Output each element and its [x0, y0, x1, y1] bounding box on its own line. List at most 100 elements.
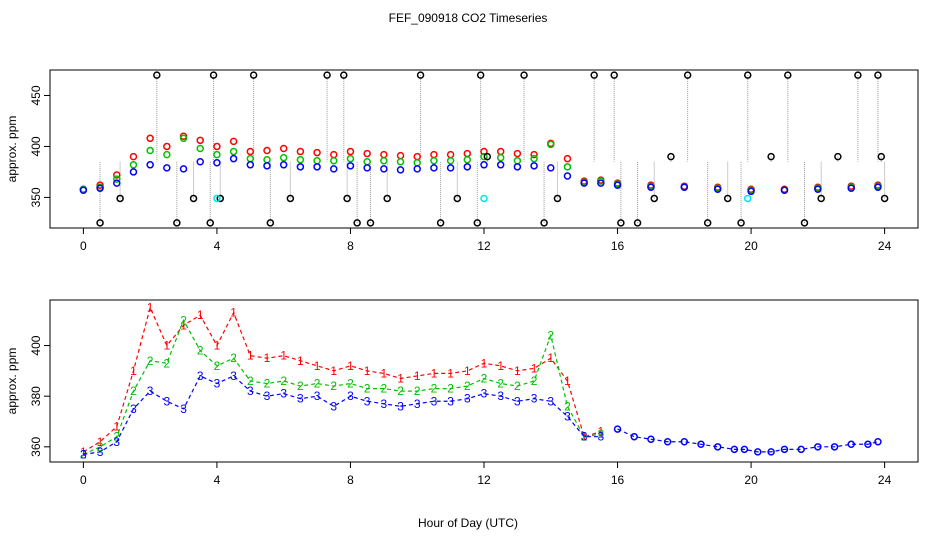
level1-point — [113, 171, 121, 179]
outlier-point — [880, 194, 889, 203]
level2-point: 2 — [497, 377, 504, 391]
level3-point: 3 — [547, 394, 554, 408]
level3-point: 3 — [80, 447, 87, 461]
level2-point — [313, 156, 321, 165]
y-tick-label: 450 — [29, 85, 43, 105]
merged-point — [874, 438, 882, 446]
merged-point — [647, 435, 655, 443]
level3-point — [814, 185, 822, 194]
bottom-panel: approx. ppm 0 4 8 12 16 20 2436038040011111111… — [5, 299, 919, 487]
level2-point: 2 — [581, 430, 588, 444]
level1-point: 1 — [347, 359, 354, 373]
outlier-point — [416, 71, 425, 79]
level1-point: 1 — [113, 420, 120, 434]
outlier-point — [520, 71, 528, 79]
level3-point — [513, 163, 522, 171]
outlier-point — [703, 219, 712, 227]
level3-point — [279, 161, 288, 169]
level2-point: 2 — [147, 354, 154, 368]
level1-point — [146, 134, 154, 143]
top-y-axis-label: approx. ppm — [5, 116, 19, 183]
level2-point — [229, 147, 238, 156]
level1-point: 1 — [214, 339, 221, 353]
level2-point: 2 — [347, 377, 354, 391]
level1-point — [480, 147, 488, 156]
level3-point — [330, 165, 338, 173]
level3-point — [346, 162, 355, 170]
level1-point: 1 — [264, 351, 271, 365]
outlier-point — [153, 71, 161, 79]
level2-point: 2 — [414, 384, 421, 398]
level2-point — [363, 157, 371, 166]
level3-point: 3 — [481, 387, 488, 401]
level1-point — [163, 142, 171, 151]
outlier-point — [323, 71, 331, 79]
level1-point: 1 — [230, 306, 237, 320]
x-tick-label: 12 — [477, 473, 491, 487]
level2-point: 2 — [397, 384, 404, 398]
level2-point — [480, 152, 488, 161]
level1-point: 1 — [598, 425, 605, 439]
level3-point: 3 — [347, 389, 354, 403]
level3-point: 3 — [497, 389, 504, 403]
level1-point: 1 — [547, 351, 554, 365]
outlier-point — [286, 194, 295, 203]
outlier-point — [216, 194, 225, 203]
level1-point — [446, 150, 455, 159]
x-tick-label: 0 — [80, 473, 87, 487]
outlier-point — [540, 219, 548, 227]
level2-point: 2 — [97, 440, 104, 454]
merged-point — [613, 425, 622, 433]
outlier-point — [683, 71, 692, 79]
level1-point: 1 — [581, 430, 588, 444]
level3-point: 3 — [397, 399, 404, 413]
level1-point — [313, 148, 321, 157]
level3-point: 3 — [264, 389, 271, 403]
level3-point: 3 — [113, 435, 120, 449]
level3-point: 3 — [280, 387, 287, 401]
level2-point — [196, 144, 204, 153]
level2-point: 2 — [481, 371, 488, 385]
level3-point — [79, 186, 88, 195]
level3-point — [113, 179, 121, 187]
level1-point — [296, 147, 305, 156]
level3-point — [196, 157, 204, 166]
flag-point — [480, 194, 488, 203]
level2-point — [547, 140, 555, 149]
level2-point — [563, 163, 572, 171]
outlier-point — [206, 219, 214, 227]
level2-point: 2 — [197, 344, 204, 358]
outlier-point — [877, 152, 886, 161]
level1-point: 1 — [497, 359, 504, 373]
level3-point: 3 — [330, 399, 337, 413]
merged-point — [697, 440, 705, 449]
level1-point: 1 — [80, 445, 87, 459]
level1-point — [413, 152, 421, 161]
level3-point: 3 — [581, 430, 588, 444]
level3-point — [313, 163, 321, 171]
outlier-point — [383, 194, 391, 203]
level1-point: 1 — [97, 435, 104, 449]
x-tick-label: 8 — [347, 239, 354, 253]
level3-point: 3 — [180, 402, 187, 416]
outlier-point — [817, 194, 825, 203]
level2-point: 2 — [364, 382, 371, 396]
level1-point — [463, 149, 472, 158]
outlier-point — [784, 71, 792, 79]
level2-point: 2 — [264, 377, 271, 391]
level3-point — [213, 159, 221, 167]
level1-point — [346, 147, 355, 156]
level1-point: 1 — [364, 364, 371, 378]
level3-point: 3 — [464, 392, 471, 406]
level1-series-line — [83, 305, 602, 453]
level3-point: 3 — [297, 392, 304, 406]
level1-point: 1 — [330, 364, 337, 378]
flag-point — [743, 194, 752, 203]
outlier-point — [209, 71, 218, 79]
level1-point: 1 — [514, 364, 521, 378]
x-tick-label: 0 — [80, 239, 87, 253]
level3-series-line — [83, 375, 601, 455]
level3-point: 3 — [197, 369, 204, 383]
level1-point: 1 — [564, 374, 571, 388]
outlier-point — [650, 194, 659, 203]
